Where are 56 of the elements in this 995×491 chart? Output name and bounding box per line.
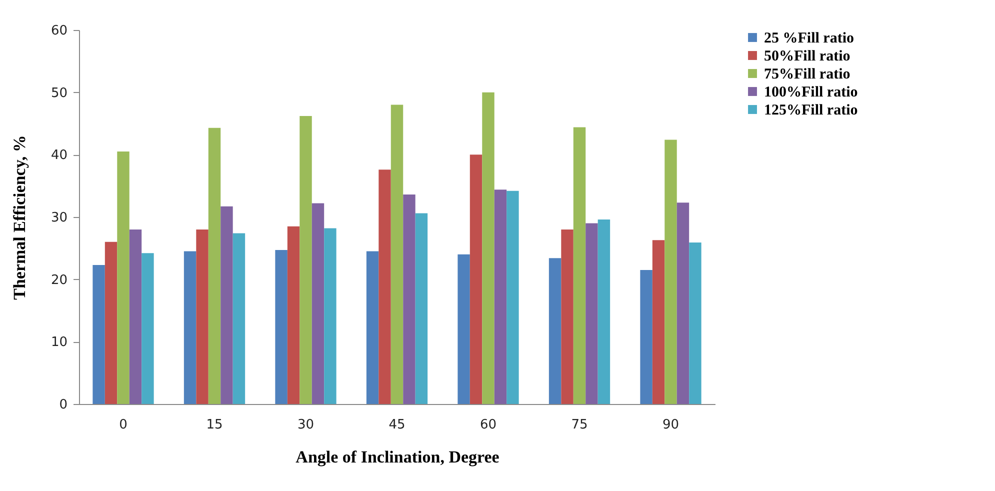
- bar: [652, 240, 665, 404]
- y-axis-title: Thermal Efficiency, %: [10, 135, 29, 300]
- x-tick-label: 15: [206, 418, 223, 432]
- y-tick-label: 0: [59, 398, 68, 412]
- bar: [470, 154, 482, 404]
- bar: [548, 258, 562, 404]
- bar: [390, 104, 404, 404]
- bar: [312, 203, 324, 404]
- bar: [117, 152, 130, 404]
- legend-label: 75%Fill ratio: [764, 66, 850, 82]
- bar: [208, 128, 221, 404]
- legend-label: 25 %Fill ratio: [764, 30, 854, 46]
- bar: [676, 202, 690, 404]
- bar: [232, 233, 246, 404]
- bar: [598, 219, 610, 404]
- bar: [324, 228, 336, 404]
- bar: [664, 140, 677, 404]
- bar: [300, 116, 312, 404]
- x-axis-title: Angle of Inclination, Degree: [296, 448, 500, 466]
- bar: [220, 206, 233, 404]
- bar: [142, 253, 154, 404]
- bar: [458, 254, 470, 404]
- x-tick-label: 75: [571, 418, 588, 432]
- bar: [275, 250, 288, 404]
- bar: [573, 127, 586, 404]
- bar: [506, 190, 519, 404]
- legend-label: 50%Fill ratio: [764, 48, 850, 64]
- bar: [586, 223, 598, 404]
- x-tick-label: 0: [119, 418, 128, 432]
- y-tick-label: 20: [50, 272, 68, 288]
- bar: [689, 242, 702, 404]
- bar: [378, 170, 391, 404]
- bar: [482, 92, 494, 404]
- bar: [92, 264, 105, 404]
- bar: [494, 190, 507, 404]
- bar: [129, 229, 142, 404]
- bar: [561, 229, 574, 404]
- y-tick-label: 30: [50, 210, 68, 226]
- bar: [366, 251, 379, 404]
- bar: [104, 242, 118, 404]
- y-tick-label: 60: [50, 24, 68, 38]
- legend-label: 100%Fill ratio: [764, 84, 858, 100]
- y-tick-label: 10: [50, 335, 68, 350]
- bar: [640, 270, 652, 404]
- x-tick-label: 60: [480, 418, 497, 432]
- y-tick-label: 50: [50, 86, 68, 101]
- bar: [184, 251, 196, 404]
- x-tick-label: 45: [388, 418, 406, 432]
- bar: [196, 229, 208, 404]
- x-tick-label: 30: [297, 418, 314, 432]
- bar: [287, 226, 300, 404]
- y-tick-label: 40: [50, 148, 68, 164]
- x-tick-label: 90: [662, 418, 680, 432]
- legend-label: 125%Fill ratio: [764, 102, 858, 118]
- bar: [415, 213, 428, 404]
- bar: [403, 194, 416, 404]
